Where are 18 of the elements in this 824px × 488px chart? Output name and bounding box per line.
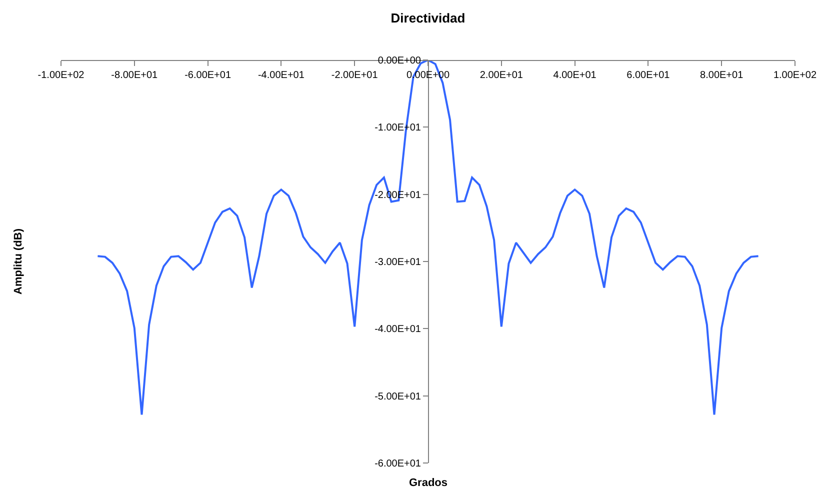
x-tick-label: -2.00E+01 xyxy=(331,70,378,81)
x-tick-label: 2.00E+01 xyxy=(480,70,524,81)
y-tick-label: -5.00E+01 xyxy=(374,391,422,402)
x-axis-title: Grados xyxy=(409,477,448,488)
y-tick-label: -4.00E+01 xyxy=(374,324,422,336)
y-tick-label: -3.00E+01 xyxy=(374,257,422,268)
x-tick-label: -1.00E+02 xyxy=(38,70,85,81)
x-tick-label: -8.00E+01 xyxy=(111,70,158,81)
y-tick-label: 0.00E+00 xyxy=(378,56,422,66)
x-tick-label: -6.00E+01 xyxy=(184,70,232,81)
y-tick-label: -6.00E+01 xyxy=(374,458,422,470)
x-tick-label: 8.00E+01 xyxy=(700,70,744,81)
x-tick-label: 6.00E+01 xyxy=(626,70,670,81)
y-axis-title: Amplitu (dB) xyxy=(12,228,24,294)
x-tick-label: 4.00E+01 xyxy=(553,70,597,81)
x-tick-label: -4.00E+01 xyxy=(258,70,305,81)
chart-title: Directividad xyxy=(390,10,466,26)
x-tick-label: 1.00E+02 xyxy=(773,70,817,81)
